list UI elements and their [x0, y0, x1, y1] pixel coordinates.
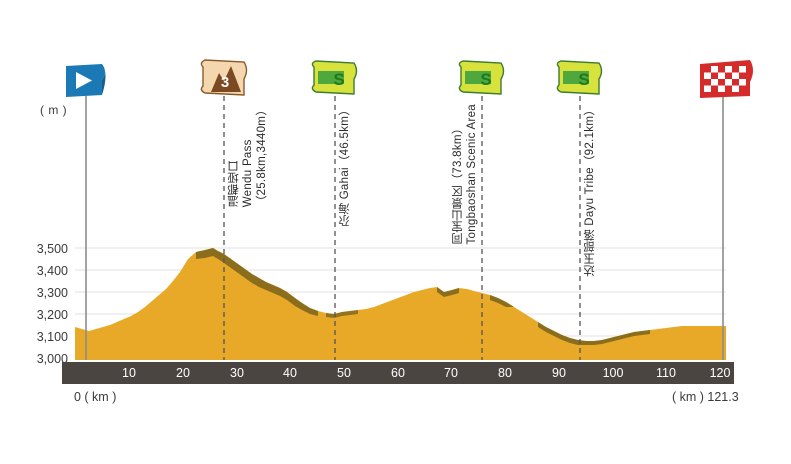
x-tick-10: 10	[122, 366, 136, 380]
marker-label-wendu-pass: 温都垭口 Wendu Pass （25.8km,3440m）	[226, 104, 270, 207]
sprint-flag-icon-gahai[interactable]: S	[311, 60, 358, 95]
descent-shading	[196, 248, 650, 345]
checkered-finish-flag-icon[interactable]	[700, 60, 753, 98]
svg-text:S: S	[333, 70, 344, 89]
marker-lines	[85, 96, 724, 360]
marker-label-gahai-sprint: 尕海 Gahai（46.5km）	[337, 104, 353, 226]
x-tick-20: 20	[176, 366, 190, 380]
mountain-climb-icon[interactable]: 3	[200, 59, 248, 96]
x-tick-50: 50	[337, 366, 351, 380]
climb-category-number: 3	[221, 74, 229, 91]
x-tick-70: 70	[444, 366, 458, 380]
marker-label-tongbaoshan-line1: 同宝山景区（73.8km）	[452, 122, 464, 245]
svg-text:S: S	[480, 70, 491, 89]
y-axis-unit-label: ( m )	[40, 103, 68, 117]
marker-label-wendu-pass-line3: （25.8km,3440m）	[256, 104, 268, 208]
x-tick-80: 80	[498, 366, 512, 380]
x-axis-start-label: 0 ( km )	[74, 390, 117, 404]
marker-label-tongbaoshan-line2: Tongbaoshan Scenic Area	[466, 104, 478, 245]
y-tick-3000: 3,000	[36, 352, 68, 366]
y-tick-3500: 3,500	[36, 242, 68, 256]
x-axis-end-label: ( km ) 121.3	[672, 390, 739, 404]
marker-label-wendu-pass-line2: Wendu Pass	[242, 139, 254, 208]
sprint-flag-icon-tongbaoshan[interactable]: S	[458, 60, 505, 95]
x-tick-40: 40	[283, 366, 297, 380]
y-tick-3300: 3,300	[36, 286, 68, 300]
y-tick-3400: 3,400	[36, 264, 68, 278]
x-tick-30: 30	[230, 366, 244, 380]
x-tick-110: 110	[656, 366, 676, 380]
marker-label-wendu-pass-line1: 温都垭口	[228, 160, 240, 208]
x-tick-90: 90	[552, 366, 566, 380]
x-axis-bar	[62, 362, 734, 384]
marker-label-gahai-line1: 尕海 Gahai（46.5km）	[339, 104, 351, 227]
svg-text:S: S	[578, 70, 589, 89]
x-tick-60: 60	[391, 366, 405, 380]
y-tick-3200: 3,200	[36, 308, 68, 322]
x-tick-120: 120	[709, 366, 731, 380]
sprint-flag-icon-dayu[interactable]: S	[556, 60, 603, 95]
marker-label-dayu-line1: 达玉部落 Dayu Tribe（92.1km）	[584, 104, 596, 277]
y-axis-ticks: 3,500 3,400 3,300 3,200 3,100 3,000	[22, 0, 68, 464]
marker-label-tongbaoshan-sprint: 同宝山景区（73.8km） Tongbaoshan Scenic Area	[450, 104, 478, 245]
marker-label-dayu-tribe-sprint: 达玉部落 Dayu Tribe（92.1km）	[582, 104, 598, 276]
start-flag-icon[interactable]	[66, 64, 106, 97]
elevation-area	[75, 248, 726, 360]
x-tick-100: 100	[602, 366, 624, 380]
y-tick-3100: 3,100	[36, 330, 68, 344]
